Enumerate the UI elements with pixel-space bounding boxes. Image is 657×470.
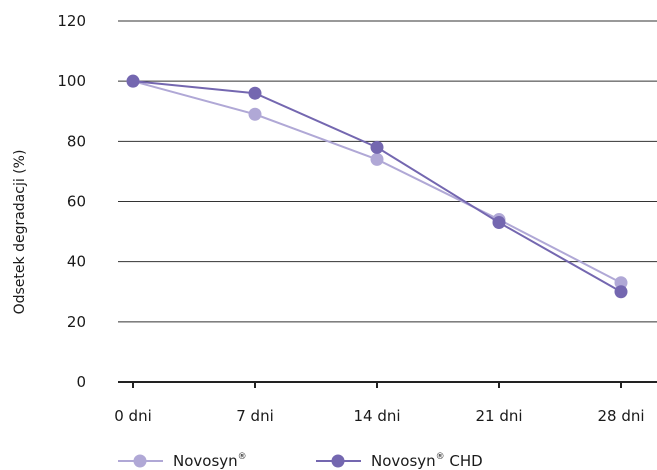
legend-label: Novosyn®: [173, 452, 247, 470]
series-2: [126, 74, 628, 299]
legend-item: Novosyn® CHD: [316, 452, 483, 470]
legend-item: Novosyn®: [118, 452, 247, 470]
x-tick-label: 7 dni: [236, 407, 274, 425]
legend-marker: [133, 454, 147, 468]
data-point: [614, 285, 628, 299]
data-point: [248, 86, 262, 100]
series-line: [132, 80, 622, 284]
y-tick-label: 100: [57, 72, 86, 90]
y-axis-ticks: 0 20 40 60 80 100 120: [57, 12, 86, 391]
data-point: [126, 74, 140, 88]
x-tick-label: 0 dni: [114, 407, 152, 425]
y-tick-label: 60: [67, 193, 86, 211]
legend-label: Novosyn® CHD: [371, 452, 483, 470]
x-tick-label: 14 dni: [353, 407, 400, 425]
series-1: [126, 74, 628, 290]
legend: Novosyn® Novosyn® CHD: [118, 452, 483, 470]
y-axis-title: Odsetek degradacji (%): [12, 150, 28, 315]
x-axis: 0 dni 7 dni 14 dni 21 dni 28 dni: [114, 381, 657, 425]
series-lines: [126, 74, 628, 299]
legend-marker: [331, 454, 345, 468]
y-tick-label: 0: [76, 373, 86, 391]
data-point: [614, 276, 628, 290]
data-point: [248, 107, 262, 121]
x-tick-label: 28 dni: [597, 407, 644, 425]
data-point: [492, 216, 506, 230]
y-tick-label: 80: [67, 132, 86, 150]
data-point: [370, 152, 384, 166]
series-line: [132, 80, 622, 293]
data-point: [370, 140, 384, 154]
y-tick-label: 40: [67, 253, 86, 271]
y-tick-label: 120: [57, 12, 86, 30]
x-tick-label: 21 dni: [475, 407, 522, 425]
y-tick-label: 20: [67, 313, 86, 331]
gridlines: [118, 20, 657, 323]
